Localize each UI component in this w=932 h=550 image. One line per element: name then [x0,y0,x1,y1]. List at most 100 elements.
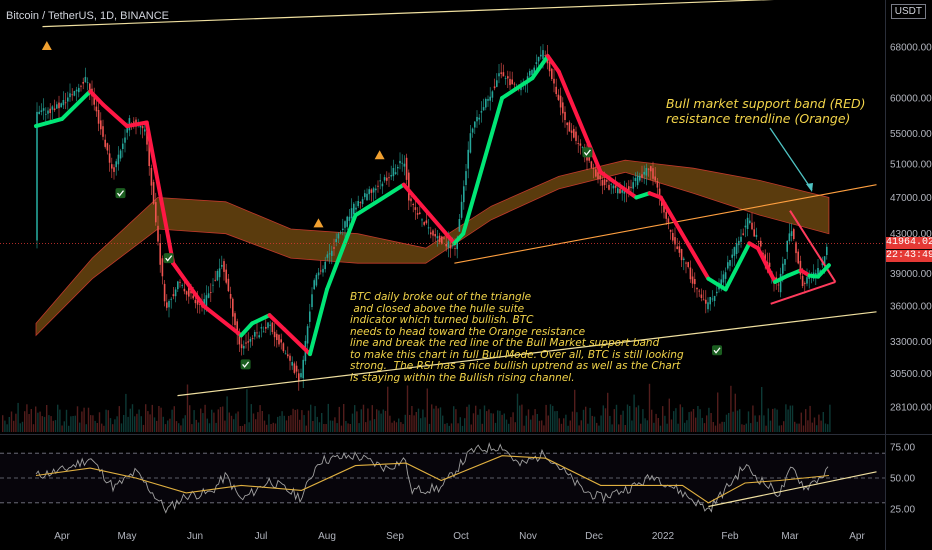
volume-bar [558,418,560,432]
volume-bar [382,409,384,432]
candle-body [432,230,434,236]
time-axis-label: May [118,531,137,542]
volume-bar [662,406,664,432]
volume-bar [204,404,206,432]
volume-bar [519,405,521,432]
candle-body [559,95,562,108]
volume-bar [387,386,389,432]
candle-body [78,87,80,93]
volume-bar [228,412,230,432]
candle-body [661,200,663,206]
volume-bar [422,409,424,432]
volume-bar [376,409,378,432]
hull-segment [239,321,255,338]
volume-bar [534,409,536,432]
currency-badge[interactable]: USDT [890,4,926,19]
volume-bar [283,415,285,432]
candle-body [71,94,73,96]
volume-bar [776,409,778,432]
candle-body [819,270,821,273]
candle-body [480,111,483,113]
candle-body [309,311,311,322]
candle-body [573,128,575,138]
volume-bar [250,404,252,432]
candle-body [49,108,51,113]
check-mark [583,149,591,156]
analysis-annotation: BTC daily broke out of the triangle and … [350,291,684,384]
volume-bar [646,420,648,432]
volume-bar [613,409,615,432]
volume-bar [125,393,127,432]
volume-bar [230,415,233,432]
candle-body [493,86,496,89]
volume-bar [206,418,208,432]
volume-bar [241,425,244,432]
candle-body [478,117,480,120]
last-price-tag: 41964.02 [886,237,932,249]
candle-body [403,163,406,167]
volume-bar [136,413,138,432]
candle-body [36,111,38,241]
candle-body [722,274,725,283]
hull-segment [412,195,457,246]
candle-body [190,291,192,294]
candle-body [53,108,56,111]
volume-bar [783,421,785,432]
volume-bar [811,422,813,432]
volume-bar [571,411,574,432]
candle-body [355,207,357,210]
candle-body [667,218,670,223]
volume-bar [554,411,556,432]
volume-bar [255,419,257,432]
trendline-orange-resistance [454,184,877,264]
candle-body [207,293,210,298]
trendline-triangle-lower [770,280,836,305]
candle-body [397,167,399,169]
volume-bar [754,415,756,432]
candle-body [427,227,430,229]
volume-bar [90,415,92,432]
volume-bar [758,415,761,432]
candle-body [674,237,676,245]
volume-bar [24,411,26,432]
volume-bar [57,404,59,432]
candle-body [447,241,450,248]
candle-body [634,178,637,181]
check-mark [242,361,250,368]
candle-body [306,326,309,344]
volume-bar [272,422,274,432]
candle-body [650,166,652,172]
volume-bar [510,417,512,432]
volume-bar [743,424,745,432]
candle-body [630,186,632,188]
rsi-axis-label: 75.00 [890,443,915,454]
volume-bar [697,406,699,432]
hull-segment [452,231,466,246]
volume-bar [178,423,180,432]
candle-body [311,294,313,307]
volume-bar [807,420,809,432]
volume-bar [303,415,305,432]
volume-bar [39,411,41,432]
hull-segment [353,182,406,218]
volume-bar [503,413,505,432]
volume-bar [453,406,455,432]
volume-bar [490,413,492,432]
candle-body [553,78,555,84]
volume-bar [28,414,30,432]
candle-body [513,83,516,85]
volume-bar [791,405,794,432]
bar-countdown: 22:43:49 [886,250,932,262]
volume-bar [116,416,118,432]
volume-bar [292,408,294,432]
candle-body [67,97,69,102]
volume-bar [74,415,76,432]
volume-bar [563,418,565,432]
volume-bar [514,422,516,432]
candle-body [535,62,538,64]
volume-bar [138,409,140,432]
volume-bar [332,420,334,432]
candle-body [75,89,78,92]
hull-segment [125,120,149,129]
